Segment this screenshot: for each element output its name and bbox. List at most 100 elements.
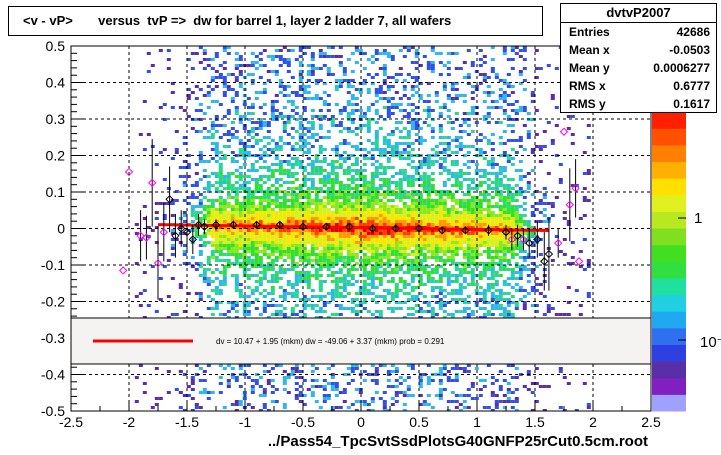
heatmap-cell	[170, 313, 175, 316]
heatmap-cell	[270, 70, 275, 73]
heatmap-cell	[210, 100, 215, 103]
heatmap-cell	[318, 262, 323, 265]
heatmap-cell	[546, 121, 551, 124]
heatmap-cell	[286, 181, 291, 184]
heatmap-cell	[334, 55, 339, 58]
heatmap-cell	[418, 64, 423, 67]
heatmap-cell	[486, 94, 491, 97]
heatmap-cell	[486, 244, 491, 247]
heatmap-cell	[438, 142, 443, 145]
heatmap-cell	[394, 208, 399, 211]
heatmap-cell	[522, 250, 527, 253]
heatmap-cell	[222, 145, 227, 148]
heatmap-cell	[430, 295, 435, 298]
heatmap-cell	[550, 205, 555, 208]
heatmap-cell	[214, 259, 219, 262]
heatmap-cell	[502, 220, 507, 223]
heatmap-cell	[246, 193, 251, 196]
heatmap-cell	[454, 82, 459, 85]
heatmap-cell	[474, 253, 479, 256]
heatmap-cell	[410, 295, 415, 298]
heatmap-cell	[366, 58, 371, 61]
heatmap-cell	[270, 211, 275, 214]
heatmap-cell	[354, 229, 359, 232]
heatmap-cell	[414, 235, 419, 238]
heatmap-cell	[382, 67, 387, 70]
heatmap-cell	[454, 394, 459, 397]
heatmap-cell	[266, 292, 271, 295]
heatmap-cell	[250, 262, 255, 265]
heatmap-cell	[186, 385, 191, 388]
heatmap-cell	[562, 409, 567, 411]
heatmap-cell	[330, 250, 335, 253]
heatmap-cell	[394, 391, 399, 394]
heatmap-cell	[470, 271, 475, 274]
heatmap-cell	[162, 217, 167, 220]
heatmap-cell	[458, 175, 463, 178]
heatmap-cell	[334, 388, 339, 391]
heatmap-cell	[270, 139, 275, 142]
heatmap-cell	[382, 295, 387, 298]
heatmap-cell	[230, 133, 235, 136]
heatmap-cell	[486, 115, 491, 118]
heatmap-cell	[450, 205, 455, 208]
heatmap-cell	[450, 85, 455, 88]
heatmap-cell	[426, 232, 431, 235]
heatmap-cell	[158, 151, 163, 154]
heatmap-cell	[370, 205, 375, 208]
heatmap-cell	[270, 175, 275, 178]
heatmap-cell	[486, 220, 491, 223]
heatmap-cell	[330, 376, 335, 379]
heatmap-cell	[198, 298, 203, 301]
heatmap-cell	[462, 61, 467, 64]
heatmap-cell	[146, 70, 151, 73]
heatmap-cell	[350, 169, 355, 172]
heatmap-cell	[250, 385, 255, 388]
heatmap-cell	[198, 295, 203, 298]
heatmap-cell	[278, 136, 283, 139]
heatmap-cell	[506, 154, 511, 157]
heatmap-cell	[222, 277, 227, 280]
heatmap-cell	[530, 256, 535, 259]
heatmap-cell	[274, 229, 279, 232]
heatmap-cell	[386, 301, 391, 304]
heatmap-cell	[422, 55, 427, 58]
heatmap-cell	[414, 91, 419, 94]
heatmap-cell	[446, 379, 451, 382]
heatmap-cell	[210, 58, 215, 61]
heatmap-cell	[446, 61, 451, 64]
heatmap-cell	[222, 253, 227, 256]
heatmap-cell	[530, 94, 535, 97]
heatmap-cell	[298, 70, 303, 73]
heatmap-cell	[342, 193, 347, 196]
heatmap-cell	[214, 250, 219, 253]
heatmap-cell	[338, 109, 343, 112]
heatmap-cell	[514, 409, 519, 411]
heatmap-cell	[202, 379, 207, 382]
heatmap-cell	[422, 223, 427, 226]
heatmap-cell	[502, 259, 507, 262]
heatmap-cell	[434, 247, 439, 250]
heatmap-cell	[386, 370, 391, 373]
heatmap-cell	[494, 295, 499, 298]
heatmap-cell	[182, 109, 187, 112]
heatmap-cell	[310, 211, 315, 214]
heatmap-cell	[394, 250, 399, 253]
heatmap-cell	[354, 220, 359, 223]
heatmap-cell	[510, 196, 515, 199]
heatmap-cell	[442, 64, 447, 67]
heatmap-cell	[530, 211, 535, 214]
heatmap-cell	[490, 100, 495, 103]
heatmap-cell	[338, 190, 343, 193]
heatmap-cell	[530, 151, 535, 154]
heatmap-cell	[230, 241, 235, 244]
heatmap-cell	[406, 217, 411, 220]
heatmap-cell	[230, 151, 235, 154]
heatmap-cell	[326, 46, 331, 49]
heatmap-cell	[470, 250, 475, 253]
heatmap-cell	[426, 271, 431, 274]
heatmap-cell	[438, 172, 443, 175]
heatmap-cell	[458, 235, 463, 238]
heatmap-cell	[326, 175, 331, 178]
heatmap-cell	[346, 130, 351, 133]
